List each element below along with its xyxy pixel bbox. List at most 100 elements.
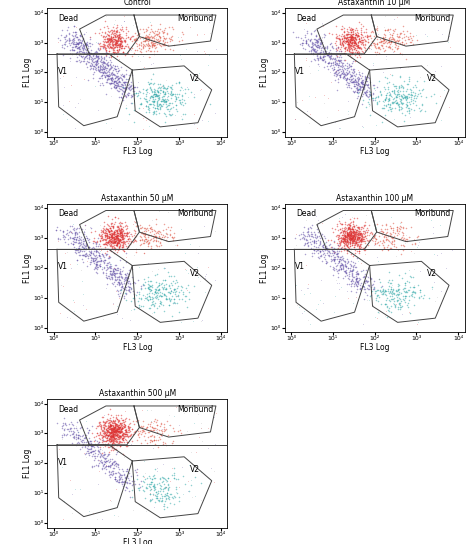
Point <box>401 111 408 120</box>
Point <box>107 470 115 479</box>
Point <box>111 269 118 277</box>
Point <box>111 33 118 41</box>
Point <box>360 294 367 303</box>
Point <box>55 38 62 47</box>
Point <box>409 288 416 297</box>
Point <box>371 96 379 105</box>
Point <box>348 50 356 58</box>
Point <box>167 279 175 287</box>
Point <box>117 42 124 51</box>
Point <box>341 235 348 244</box>
Point <box>328 60 335 69</box>
Point <box>389 45 396 53</box>
Point <box>346 42 354 51</box>
Point <box>157 431 164 440</box>
Point <box>352 40 359 48</box>
Point <box>142 35 149 44</box>
Point <box>363 88 371 97</box>
Point <box>169 439 176 448</box>
Point <box>111 430 119 439</box>
Point <box>358 229 366 238</box>
Point <box>152 33 160 42</box>
Point <box>339 61 346 70</box>
Point <box>354 83 361 92</box>
Point <box>347 231 355 240</box>
Point <box>379 36 386 45</box>
Point <box>346 230 354 238</box>
Point <box>76 58 83 66</box>
Point <box>145 34 153 42</box>
Point <box>347 44 355 53</box>
Point <box>196 85 203 94</box>
Point <box>330 255 337 263</box>
Point <box>106 237 114 246</box>
Point <box>142 102 150 110</box>
Point <box>96 78 103 87</box>
Point <box>128 83 136 92</box>
Point <box>383 243 391 251</box>
Point <box>71 232 79 241</box>
Point <box>167 83 174 91</box>
Point <box>348 235 356 244</box>
Point <box>393 227 401 236</box>
Point <box>120 432 128 441</box>
Point <box>121 83 128 92</box>
Point <box>343 66 351 75</box>
Point <box>106 61 114 70</box>
Point <box>101 458 109 467</box>
Point <box>375 308 383 317</box>
Point <box>351 233 359 242</box>
Point <box>103 433 110 442</box>
Point <box>321 255 328 263</box>
Point <box>374 42 381 51</box>
Point <box>312 212 320 220</box>
Point <box>109 435 117 444</box>
Point <box>154 88 162 96</box>
Point <box>150 32 158 40</box>
Point <box>162 478 170 487</box>
Point <box>116 41 123 50</box>
Point <box>363 277 371 286</box>
Point <box>337 58 345 66</box>
Point <box>354 254 361 262</box>
Point <box>153 291 161 300</box>
Point <box>72 245 79 254</box>
Point <box>156 102 164 111</box>
Point <box>85 53 92 61</box>
Point <box>158 490 165 499</box>
Point <box>97 450 105 459</box>
Point <box>161 284 168 293</box>
Point <box>188 492 196 501</box>
Point <box>75 248 82 257</box>
Point <box>297 286 305 295</box>
Point <box>105 435 113 443</box>
Point <box>119 428 127 437</box>
Point <box>151 483 158 491</box>
Point <box>108 436 116 444</box>
Point <box>374 83 381 91</box>
Point <box>97 63 104 72</box>
Point <box>337 47 345 56</box>
Point <box>96 261 103 269</box>
Point <box>365 93 372 102</box>
Point <box>130 106 138 114</box>
Point <box>95 456 102 465</box>
Point <box>114 428 122 437</box>
Point <box>328 243 336 252</box>
Point <box>386 30 394 39</box>
Point <box>337 239 344 248</box>
Point <box>71 243 78 252</box>
Point <box>341 231 348 240</box>
Point <box>117 236 124 244</box>
Point <box>109 44 116 52</box>
Point <box>355 43 363 52</box>
Point <box>98 463 106 472</box>
Point <box>410 288 417 296</box>
Point <box>405 76 412 85</box>
Point <box>93 261 101 269</box>
Point <box>340 34 347 42</box>
Point <box>410 98 417 107</box>
Point <box>91 451 99 460</box>
Point <box>353 35 360 44</box>
Point <box>333 59 340 67</box>
